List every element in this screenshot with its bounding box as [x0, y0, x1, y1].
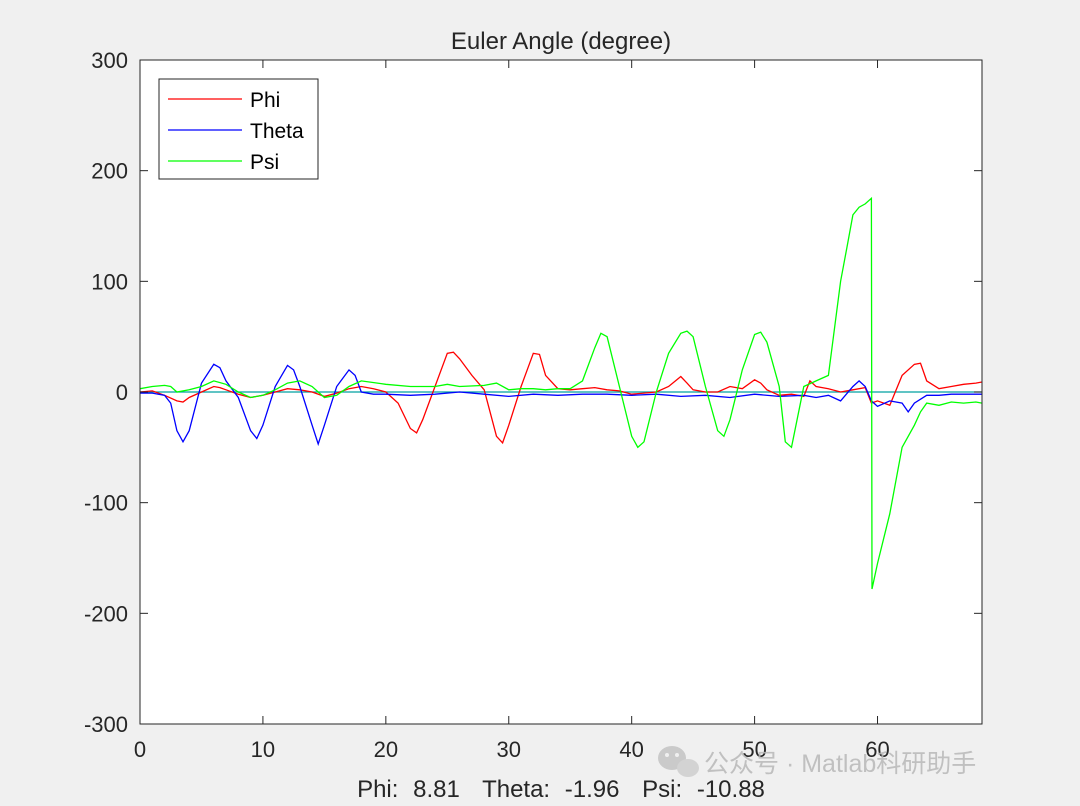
legend: Phi Theta Psi: [158, 78, 319, 180]
chart-title: Euler Angle (degree): [451, 28, 671, 55]
theta-label: Theta:: [482, 776, 550, 803]
x-tick-label: 40: [619, 737, 643, 762]
legend-label-phi: Phi: [250, 89, 280, 112]
x-tick-label: 30: [497, 737, 521, 762]
legend-label-theta: Theta: [250, 120, 304, 143]
y-tick-label: 300: [91, 48, 128, 73]
series-line-psi: [140, 196, 982, 590]
status-readout: Phi: 8.81 Theta: -1.96 Psi: -10.88: [357, 776, 765, 803]
x-tick-label: 20: [374, 737, 398, 762]
y-tick-label: 100: [91, 269, 128, 294]
y-tick-label: 0: [116, 380, 128, 405]
legend-label-psi: Psi: [250, 151, 279, 174]
y-tick-label: 200: [91, 159, 128, 184]
y-tick-label: -200: [84, 601, 128, 626]
x-tick-label: 10: [251, 737, 275, 762]
theta-value: -1.96: [565, 776, 620, 803]
watermark-text: 公众号 · Matlab科研助手: [704, 750, 976, 778]
series-group: [140, 196, 982, 590]
phi-label: Phi:: [357, 776, 398, 803]
x-axis: 0 10 20 30 40 50 60: [134, 60, 890, 762]
watermark: 公众号 · Matlab科研助手: [658, 746, 976, 778]
x-tick-label: 50: [742, 737, 766, 762]
psi-label: Psi:: [642, 776, 682, 803]
phi-value: 8.81: [413, 776, 460, 803]
x-tick-label: 0: [134, 737, 146, 762]
y-tick-label: -300: [84, 712, 128, 737]
x-tick-label: 60: [865, 737, 889, 762]
psi-value: -10.88: [697, 776, 765, 803]
legend-box: [158, 78, 319, 180]
wechat-icon: [658, 746, 699, 777]
y-axis: 300 200 100 0 -100 -200 -300: [84, 48, 982, 737]
y-tick-label: -100: [84, 491, 128, 516]
